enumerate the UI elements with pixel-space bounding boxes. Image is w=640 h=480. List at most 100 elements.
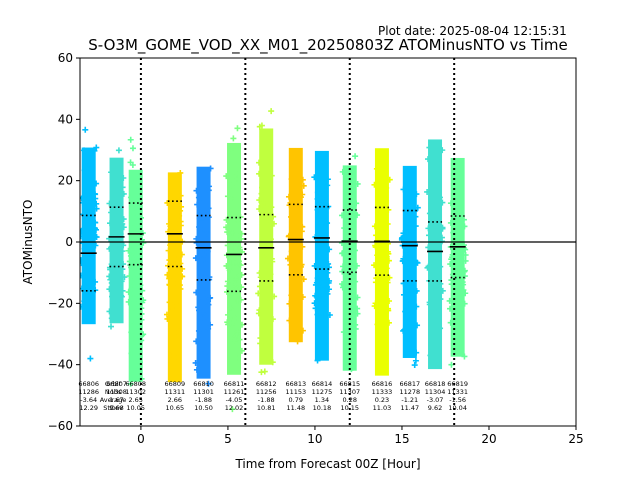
data-point bbox=[224, 278, 231, 285]
data-point bbox=[292, 224, 299, 231]
data-point bbox=[430, 291, 437, 298]
data-point bbox=[424, 188, 431, 195]
data-point bbox=[113, 287, 120, 294]
data-point bbox=[340, 263, 347, 270]
data-point bbox=[352, 210, 359, 217]
data-point bbox=[437, 280, 444, 287]
data-point bbox=[115, 224, 122, 231]
data-point bbox=[234, 125, 241, 132]
data-point bbox=[126, 258, 133, 265]
data-point bbox=[88, 228, 95, 235]
stats-value: 2.66 bbox=[168, 396, 182, 404]
data-point bbox=[80, 240, 87, 247]
data-point bbox=[202, 223, 209, 230]
data-point bbox=[93, 144, 100, 151]
data-point bbox=[118, 293, 125, 300]
data-point bbox=[256, 170, 263, 177]
data-point bbox=[93, 234, 100, 241]
data-point bbox=[236, 336, 243, 343]
data-point bbox=[268, 172, 275, 179]
data-point bbox=[93, 205, 100, 212]
data-point bbox=[350, 332, 357, 339]
data-point bbox=[133, 289, 140, 296]
y-tick-label: −40 bbox=[48, 358, 73, 372]
data-point bbox=[129, 161, 136, 168]
data-point bbox=[255, 290, 262, 297]
stats-value: 11.47 bbox=[400, 404, 419, 412]
orbit-series-66813 bbox=[284, 147, 307, 345]
data-point bbox=[163, 311, 170, 318]
data-point bbox=[352, 321, 359, 328]
stats-value: 66813 bbox=[285, 380, 306, 388]
x-axis-label: Time from Forecast 00Z [Hour] bbox=[234, 457, 420, 471]
data-point bbox=[461, 300, 468, 307]
data-point bbox=[233, 254, 240, 261]
data-point bbox=[121, 274, 128, 281]
y-tick-label: 40 bbox=[58, 112, 73, 126]
data-point bbox=[200, 308, 207, 315]
stats-value: 11278 bbox=[399, 388, 420, 396]
data-point bbox=[267, 283, 274, 290]
y-axis-label: ATOMinusNTO bbox=[21, 200, 35, 285]
data-point bbox=[134, 222, 141, 229]
data-point bbox=[287, 261, 294, 268]
data-point bbox=[295, 248, 302, 255]
data-point bbox=[228, 146, 235, 153]
data-point bbox=[194, 201, 201, 208]
data-point bbox=[353, 262, 360, 269]
data-point bbox=[379, 179, 386, 186]
data-point bbox=[172, 313, 179, 320]
data-point bbox=[460, 281, 467, 288]
data-point bbox=[127, 252, 134, 259]
data-point bbox=[294, 257, 301, 264]
stats-value: 10.81 bbox=[257, 404, 276, 412]
data-point bbox=[324, 290, 331, 297]
data-point bbox=[264, 271, 271, 278]
data-point bbox=[204, 186, 211, 193]
data-point bbox=[371, 181, 378, 188]
data-point bbox=[136, 359, 143, 366]
data-point bbox=[108, 323, 115, 330]
data-point bbox=[404, 264, 411, 271]
data-point bbox=[128, 329, 135, 336]
data-point bbox=[385, 305, 392, 312]
data-point bbox=[347, 319, 354, 326]
data-point bbox=[204, 348, 211, 355]
data-point bbox=[203, 273, 210, 280]
data-point bbox=[312, 292, 319, 299]
data-point bbox=[300, 276, 307, 283]
data-point bbox=[325, 264, 332, 271]
data-point bbox=[199, 351, 206, 358]
data-point bbox=[382, 163, 389, 170]
data-point bbox=[268, 108, 275, 115]
data-point bbox=[439, 199, 446, 206]
data-point bbox=[238, 347, 245, 354]
stats-value: 66810 bbox=[193, 380, 214, 388]
data-point bbox=[319, 202, 326, 209]
data-point bbox=[177, 260, 184, 267]
data-point bbox=[318, 194, 325, 201]
data-point bbox=[231, 337, 238, 344]
data-point bbox=[177, 207, 184, 214]
data-point bbox=[456, 290, 463, 297]
data-point bbox=[404, 319, 411, 326]
data-point bbox=[425, 225, 432, 232]
data-point bbox=[257, 340, 264, 347]
data-point bbox=[383, 184, 390, 191]
data-point bbox=[342, 242, 349, 249]
x-tick-label: 20 bbox=[481, 432, 496, 446]
stats-value: 10.65 bbox=[166, 404, 185, 412]
data-point bbox=[437, 325, 444, 332]
data-point bbox=[167, 242, 174, 249]
data-point bbox=[118, 278, 125, 285]
data-point bbox=[90, 201, 97, 208]
data-point bbox=[179, 265, 186, 272]
data-point bbox=[290, 167, 297, 174]
stats-value: 2.65 bbox=[128, 396, 142, 404]
data-point bbox=[412, 207, 419, 214]
data-point bbox=[294, 176, 301, 183]
data-point bbox=[429, 234, 436, 241]
stats-value: 66818 bbox=[425, 380, 446, 388]
data-point bbox=[268, 255, 275, 262]
stats-value: 1.34 bbox=[315, 396, 329, 404]
